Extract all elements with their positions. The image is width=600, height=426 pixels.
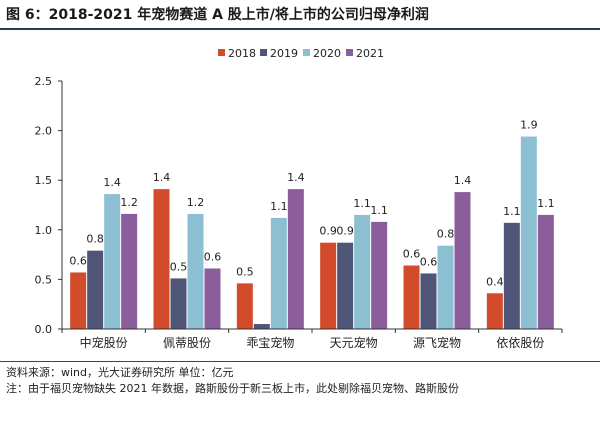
bar bbox=[287, 189, 304, 329]
data-label: 0.8 bbox=[437, 228, 455, 241]
bar bbox=[337, 242, 354, 329]
legend-label: 2020 bbox=[313, 47, 341, 60]
data-label: 1.1 bbox=[353, 197, 371, 210]
bar bbox=[170, 278, 187, 329]
data-label: 1.2 bbox=[120, 196, 138, 209]
bar bbox=[253, 324, 270, 329]
bar bbox=[320, 242, 337, 329]
bar bbox=[537, 214, 554, 329]
data-label: 1.1 bbox=[503, 205, 521, 218]
bar bbox=[104, 194, 121, 329]
data-label: 1.2 bbox=[187, 196, 205, 209]
bar bbox=[187, 213, 204, 329]
bar bbox=[153, 189, 170, 329]
y-tick-label: 1.0 bbox=[35, 224, 53, 237]
data-label: 0.6 bbox=[69, 254, 87, 267]
legend-label: 2019 bbox=[270, 47, 298, 60]
bar bbox=[503, 222, 520, 329]
y-tick-label: 0.5 bbox=[35, 273, 53, 286]
source-note: 资料来源：wind，光大证券研究所 单位：亿元 bbox=[6, 366, 234, 379]
data-label: 1.4 bbox=[454, 174, 472, 187]
data-label: 0.9 bbox=[336, 225, 354, 238]
data-label: 0.9 bbox=[319, 225, 337, 238]
value-labels: 0.6 1.4 0.5 0.9 0.6 0.4 0.8 0.5 0.9 0.6 1.1 1.4 1.2 1… bbox=[69, 119, 554, 289]
data-label: 1.4 bbox=[103, 176, 121, 189]
data-label: 0.8 bbox=[86, 233, 104, 246]
data-label: 0.6 bbox=[420, 255, 438, 268]
x-tick-label: 佩蒂股份 bbox=[163, 336, 211, 350]
y-axis: 0.0 0.5 1.0 1.5 2.0 2.5 bbox=[35, 75, 63, 336]
bar bbox=[204, 268, 221, 329]
data-label: 1.1 bbox=[537, 197, 555, 210]
data-label: 1.4 bbox=[153, 171, 171, 184]
y-tick-label: 0.0 bbox=[35, 323, 53, 336]
y-tick-label: 2.5 bbox=[35, 75, 53, 88]
x-tick-label: 天元宠物 bbox=[330, 335, 378, 350]
legend-swatch bbox=[303, 49, 310, 56]
bar bbox=[520, 136, 537, 329]
data-label: 0.6 bbox=[204, 250, 222, 263]
bar bbox=[403, 265, 420, 329]
bar bbox=[486, 293, 503, 329]
x-axis: 中宠股份 佩蒂股份 乖宝宠物 天元宠物 源飞宠物 依依股份 bbox=[61, 328, 563, 350]
bar bbox=[121, 213, 138, 329]
bar-chart: 2018 2019 2020 2021 0.0 0.5 1.0 1.5 2.0 2.5 0.6 1… bbox=[35, 47, 563, 350]
bar bbox=[454, 192, 471, 329]
bar bbox=[371, 221, 388, 329]
data-label: 1.1 bbox=[370, 204, 388, 217]
footnote: 注：由于福贝宠物缺失 2021 年数据，路斯股份于新三板上市，此处剔除福贝宠物、… bbox=[6, 382, 459, 395]
legend-swatch bbox=[218, 49, 225, 56]
y-tick-label: 1.5 bbox=[35, 174, 53, 187]
data-label: 0.4 bbox=[486, 275, 504, 288]
bar bbox=[70, 272, 87, 329]
data-label: 0.6 bbox=[403, 248, 421, 261]
figure-title: 图 6：2018-2021 年宠物赛道 A 股上市/将上市的公司归母净利润 bbox=[6, 7, 429, 23]
title-divider bbox=[0, 28, 600, 30]
bar bbox=[354, 214, 371, 329]
data-label: 0.5 bbox=[236, 265, 254, 278]
footer-divider bbox=[0, 361, 600, 362]
y-tick-label: 2.0 bbox=[35, 125, 53, 138]
data-label: 1.9 bbox=[520, 119, 538, 132]
data-label: 1.1 bbox=[270, 200, 288, 213]
bars bbox=[70, 136, 554, 329]
legend-swatch bbox=[346, 49, 353, 56]
bar bbox=[270, 217, 287, 329]
bar bbox=[87, 250, 104, 329]
x-tick-label: 乖宝宠物 bbox=[246, 335, 294, 350]
bar bbox=[420, 273, 437, 329]
data-label: 0.5 bbox=[170, 260, 188, 273]
legend-label: 2018 bbox=[228, 47, 256, 60]
bar bbox=[437, 245, 454, 329]
legend-swatch bbox=[260, 49, 267, 56]
x-tick-label: 源飞宠物 bbox=[413, 335, 461, 350]
x-tick-label: 中宠股份 bbox=[80, 335, 128, 350]
chart-legend: 2018 2019 2020 2021 bbox=[218, 47, 384, 60]
bar bbox=[236, 283, 253, 329]
data-label: 1.4 bbox=[287, 171, 305, 184]
x-tick-label: 依依股份 bbox=[496, 335, 544, 350]
legend-label: 2021 bbox=[356, 47, 384, 60]
